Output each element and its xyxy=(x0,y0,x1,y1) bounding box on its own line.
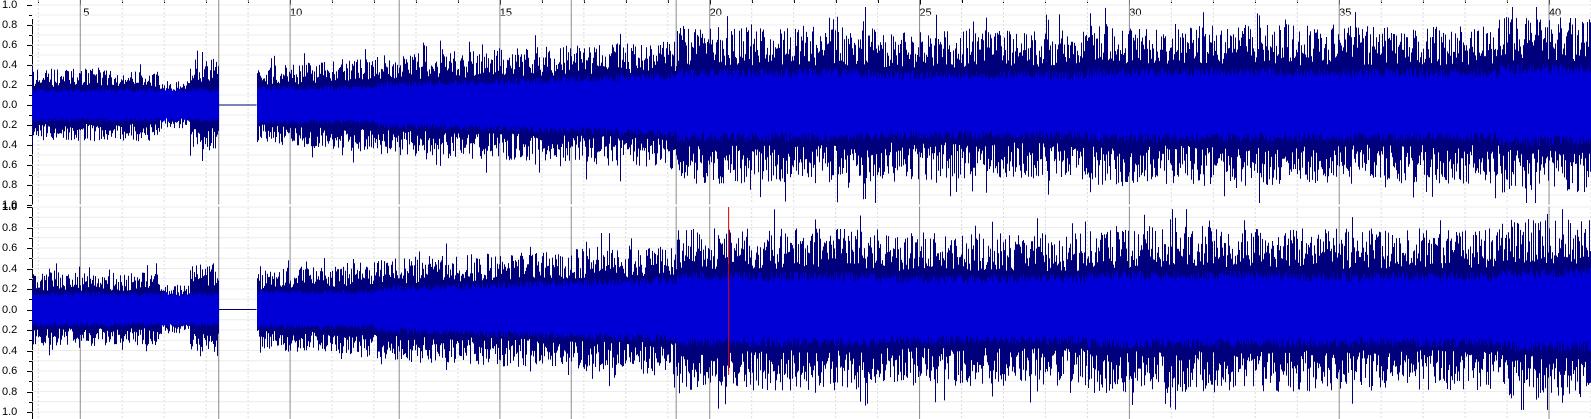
amplitude-minor-tick xyxy=(29,381,32,383)
amplitude-label: 0.0 xyxy=(2,303,18,316)
amplitude-tick xyxy=(27,125,32,126)
amplitude-tick xyxy=(27,85,32,86)
amplitude-label: 0.2 xyxy=(2,324,18,336)
timeline-label: 25 xyxy=(919,7,932,19)
amplitude-minor-tick xyxy=(29,115,32,116)
amplitude-tick xyxy=(27,309,32,311)
amplitude-minor-tick xyxy=(29,35,32,36)
amplitude-label: 0.6 xyxy=(2,242,18,254)
amplitude-label: 0.4 xyxy=(2,59,18,71)
amplitude-label: 0.2 xyxy=(2,283,18,295)
timeline-label: 15 xyxy=(499,7,513,19)
amplitude-label: 0.8 xyxy=(2,19,18,31)
amplitude-minor-tick xyxy=(29,237,32,239)
amplitude-minor-tick xyxy=(29,175,32,176)
waveform-view[interactable] xyxy=(32,0,1591,419)
amplitude-minor-tick xyxy=(29,360,32,362)
amplitude-tick xyxy=(27,5,32,6)
amplitude-tick xyxy=(27,268,32,270)
timeline-label: 30 xyxy=(1129,7,1142,19)
amplitude-minor-tick xyxy=(29,95,32,96)
timeline-label: 35 xyxy=(1339,7,1352,19)
amplitude-tick xyxy=(27,145,32,146)
amplitude-label: 0.6 xyxy=(2,365,18,377)
amplitude-label: 0.2 xyxy=(2,79,18,91)
amplitude-scale: 1.0 0.8 0.6 0.4 0.2 0.0 0.2 0.4 0.6 0.8 1.0 1.0 0.8 0… xyxy=(0,0,33,419)
amplitude-minor-tick xyxy=(29,135,32,136)
amplitude-tick xyxy=(27,350,32,352)
amplitude-tick xyxy=(27,289,32,290)
amplitude-label: 0.6 xyxy=(2,159,18,171)
amplitude-label: 1.0 xyxy=(2,201,18,213)
amplitude-minor-tick xyxy=(29,155,32,156)
amplitude-tick xyxy=(27,391,32,393)
amplitude-tick xyxy=(27,185,32,186)
amplitude-label: 0.6 xyxy=(2,39,18,51)
amplitude-label: 0.4 xyxy=(2,262,18,275)
amplitude-tick xyxy=(27,65,32,66)
amplitude-tick xyxy=(27,330,32,331)
right-channel-rms-envelope xyxy=(32,267,1591,352)
amplitude-tick xyxy=(27,371,32,372)
amplitude-tick xyxy=(27,248,32,249)
timeline-label: 10 xyxy=(289,7,303,19)
amplitude-tick xyxy=(27,45,32,46)
amplitude-minor-tick xyxy=(29,319,32,321)
amplitude-minor-tick xyxy=(29,340,32,342)
amplitude-minor-tick xyxy=(29,217,32,219)
amplitude-label: 0.8 xyxy=(2,385,18,398)
amplitude-tick xyxy=(27,207,32,208)
amplitude-tick xyxy=(27,227,32,229)
amplitude-label: 1.0 xyxy=(2,199,18,211)
amplitude-label: 0.8 xyxy=(2,179,18,191)
amplitude-minor-tick xyxy=(29,75,32,76)
left-channel-rms-envelope xyxy=(32,63,1591,147)
amplitude-minor-tick xyxy=(29,299,32,301)
amplitude-minor-tick xyxy=(29,278,32,280)
timeline-label: 20 xyxy=(709,7,722,19)
amplitude-label: 0.0 xyxy=(2,99,18,111)
amplitude-tick xyxy=(27,412,32,413)
amplitude-tick xyxy=(27,25,32,26)
amplitude-minor-tick xyxy=(29,55,32,56)
amplitude-label: 0.8 xyxy=(2,221,18,234)
timeline-label: 40 xyxy=(1548,7,1562,19)
amplitude-tick xyxy=(27,105,32,106)
timeline-label: 5 xyxy=(83,7,90,19)
amplitude-label: 0.2 xyxy=(2,119,18,131)
amplitude-minor-tick xyxy=(29,15,32,16)
amplitude-tick xyxy=(27,165,32,166)
amplitude-tick xyxy=(27,205,32,206)
amplitude-minor-tick xyxy=(29,401,32,403)
amplitude-label: 1.0 xyxy=(2,406,18,418)
amplitude-minor-tick xyxy=(29,258,32,260)
amplitude-label: 0.4 xyxy=(2,139,18,151)
amplitude-minor-tick xyxy=(29,195,32,196)
amplitude-label: 0.4 xyxy=(2,344,18,357)
amplitude-label: 1.0 xyxy=(2,0,18,11)
